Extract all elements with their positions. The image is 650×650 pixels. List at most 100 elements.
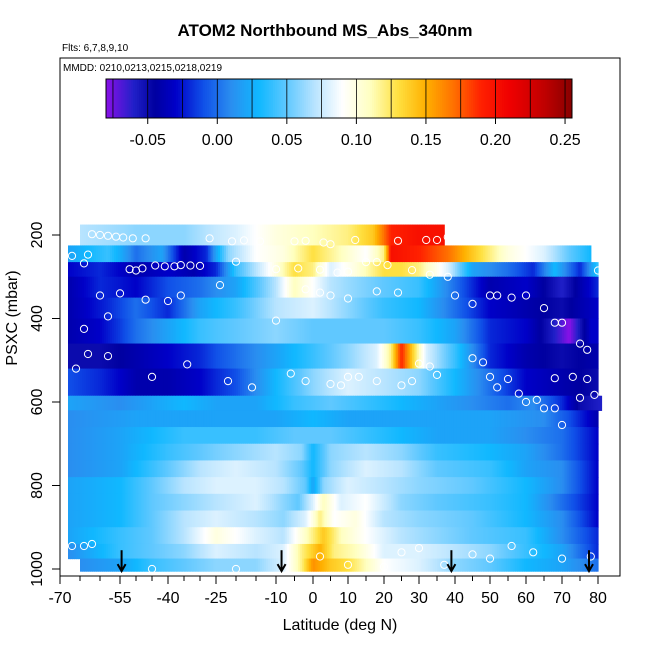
heatmap-cell (234, 343, 237, 370)
heatmap-cell (147, 318, 150, 345)
heatmap-cell (260, 318, 263, 345)
heatmap-cell (214, 276, 217, 299)
heatmap-cell (399, 276, 403, 299)
heatmap-cell (72, 262, 75, 278)
heatmap-cell (422, 245, 425, 263)
heatmap-cell (563, 245, 567, 263)
heatmap-cell (184, 460, 187, 478)
heatmap-cell (526, 477, 529, 495)
heatmap-cell (547, 297, 550, 320)
heatmap-cell (134, 443, 137, 462)
heatmap-cell (92, 318, 95, 345)
heatmap-cell (166, 343, 169, 370)
heatmap-cell (288, 262, 292, 278)
heatmap-cell (262, 262, 265, 278)
heatmap-cell (172, 493, 175, 512)
heatmap-cell (366, 245, 369, 263)
heatmap-cell (565, 510, 568, 528)
heatmap-cell (506, 395, 509, 411)
heatmap-cell (328, 368, 332, 397)
heatmap-cell (567, 460, 570, 478)
heatmap-cell (401, 460, 404, 478)
heatmap-cell (446, 460, 449, 478)
heatmap-cell (108, 262, 111, 278)
heatmap-cell (72, 510, 75, 528)
heatmap-cell (486, 460, 489, 478)
heatmap-cell (228, 443, 231, 462)
heatmap-cell (121, 493, 124, 512)
heatmap-cell (406, 510, 410, 528)
heatmap-cell (172, 368, 175, 397)
heatmap-cell (483, 493, 486, 512)
heatmap-cell (172, 343, 175, 370)
heatmap-cell (578, 443, 581, 462)
heatmap-cell (389, 343, 392, 370)
heatmap-cell (334, 427, 337, 445)
heatmap-cell (469, 245, 472, 263)
heatmap-cell (305, 245, 309, 263)
heatmap-cell (587, 460, 590, 478)
heatmap-cell (431, 427, 434, 445)
heatmap-cell (502, 477, 505, 495)
heatmap-cell (252, 297, 255, 320)
heatmap-cell (142, 410, 145, 428)
heatmap-cell (90, 395, 93, 411)
heatmap-cell (128, 510, 131, 528)
heatmap-cell (375, 395, 378, 411)
heatmap-cell (88, 245, 91, 263)
heatmap-cell (463, 276, 467, 299)
heatmap-cell (68, 343, 71, 370)
heatmap-cell (451, 318, 454, 345)
heatmap-cell (467, 297, 470, 320)
heatmap-cell (435, 297, 438, 320)
heatmap-cell (106, 276, 109, 299)
heatmap-cell (144, 427, 147, 445)
heatmap-cell (201, 395, 204, 411)
heatmap-cell (256, 527, 259, 545)
heatmap-cell (153, 262, 156, 278)
heatmap-cell (155, 510, 158, 528)
heatmap-cell (495, 477, 498, 495)
heatmap-cell (185, 510, 188, 528)
heatmap-cell (140, 443, 143, 462)
heatmap-cell (126, 262, 129, 278)
heatmap-cell (78, 427, 81, 445)
heatmap-cell (415, 510, 418, 528)
heatmap-cell (581, 460, 585, 478)
heatmap-cell (230, 276, 233, 299)
heatmap-cell (198, 276, 201, 299)
heatmap-cell (399, 460, 403, 478)
heatmap-cell (82, 460, 85, 478)
heatmap-cell (187, 276, 190, 299)
heatmap-cell (569, 410, 572, 428)
heatmap-cell (344, 510, 347, 528)
heatmap-cell (226, 460, 229, 478)
heatmap-cell (142, 460, 145, 478)
heatmap-cell (488, 443, 491, 462)
heatmap-cell (316, 410, 319, 428)
heatmap-cell (531, 368, 534, 397)
heatmap-cell (518, 477, 522, 495)
heatmap-cell (403, 477, 406, 495)
heatmap-cell (226, 343, 229, 370)
heatmap-cell (533, 460, 536, 478)
heatmap-cell (509, 477, 513, 495)
heatmap-cell (396, 477, 399, 495)
heatmap-cell (131, 395, 134, 411)
heatmap-cell (444, 410, 447, 428)
heatmap-cell (166, 297, 169, 320)
heatmap-cell (92, 510, 95, 528)
heatmap-cell (469, 318, 472, 345)
heatmap-cell (520, 262, 523, 278)
heatmap-cell (403, 410, 406, 428)
heatmap-cell (292, 493, 296, 512)
heatmap-cell (182, 262, 185, 278)
heatmap-cell (437, 297, 440, 320)
heatmap-cell (264, 427, 267, 445)
heatmap-cell (74, 262, 77, 278)
heatmap-cell (184, 443, 187, 462)
heatmap-cell (168, 493, 171, 512)
heatmap-cell (160, 443, 163, 462)
heatmap-cell (446, 477, 449, 495)
heatmap-cell (218, 510, 221, 528)
